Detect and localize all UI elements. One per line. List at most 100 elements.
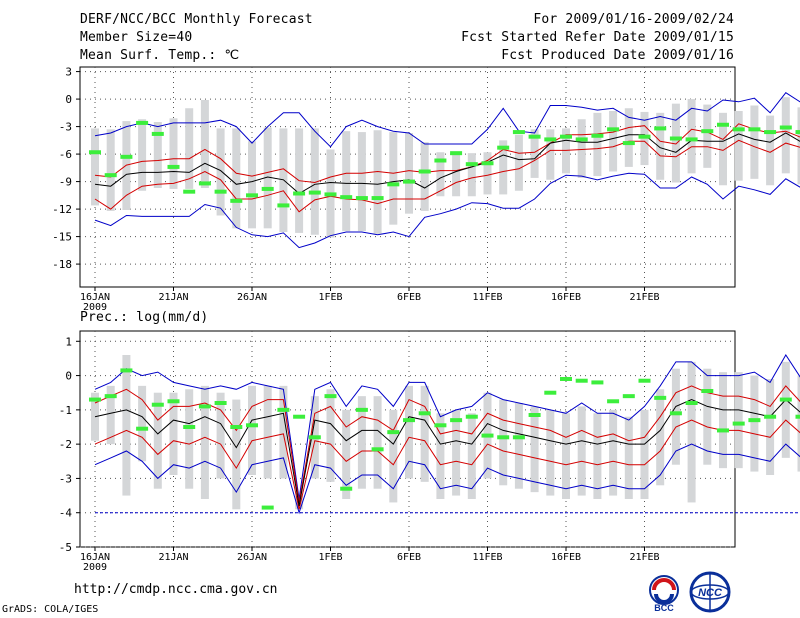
mean-marker	[701, 129, 714, 134]
ensemble-box	[436, 152, 445, 197]
mean-marker	[246, 423, 258, 428]
mean-marker	[685, 401, 698, 405]
x-tick-label: 26JAN	[237, 292, 267, 303]
mean-marker	[654, 126, 667, 131]
ensemble-box	[216, 128, 225, 216]
mean-marker	[183, 189, 196, 194]
mean-marker	[198, 404, 211, 409]
ensemble-box	[797, 107, 800, 185]
mean-marker	[167, 399, 180, 404]
mean-marker	[308, 190, 321, 195]
mean-marker	[638, 134, 651, 139]
mean-marker	[136, 426, 149, 431]
ensemble-box	[232, 128, 241, 229]
x-tick-label: 21FEB	[629, 552, 659, 563]
mean-marker	[136, 120, 149, 125]
mean-marker	[371, 447, 384, 452]
mean-marker	[779, 397, 792, 402]
mean-marker	[293, 414, 306, 419]
mean-marker	[403, 418, 415, 423]
y-tick-label: -5	[59, 541, 72, 554]
y-tick-label: -6	[59, 148, 72, 161]
ensemble-box	[405, 133, 413, 214]
x-tick-label: 16FEB	[551, 552, 581, 563]
ensemble-box	[405, 385, 413, 479]
mean-marker	[512, 130, 525, 135]
y-tick-label: -2	[59, 438, 72, 451]
ensemble-box	[452, 409, 461, 496]
ensemble-box	[216, 392, 225, 479]
ensemble-box	[750, 105, 759, 179]
ensemble-box	[91, 392, 99, 441]
mean-marker	[450, 418, 463, 423]
bcc-logo-text: BCC	[654, 603, 674, 613]
mean-marker	[293, 191, 306, 196]
mean-marker	[764, 414, 777, 419]
mean-marker	[607, 399, 620, 404]
ncc-logo-text: NCC	[698, 587, 723, 599]
member-size-label: Member Size=40	[80, 30, 193, 45]
ensemble-box	[467, 153, 476, 197]
mean-marker	[669, 411, 682, 416]
refer-date: Fcst Started Refer Date 2009/01/15	[461, 30, 734, 45]
x-tick-label: 11FEB	[472, 292, 502, 303]
x-tick-label: 6FEB	[397, 292, 421, 303]
ensemble-box	[122, 355, 131, 496]
ensemble-box	[389, 409, 398, 503]
temp-variable-label: Mean Surf. Temp.: ℃	[80, 48, 240, 63]
max-line	[94, 92, 800, 148]
mean-marker	[685, 137, 698, 142]
ensemble-box	[467, 413, 476, 499]
x-tick-label: 21JAN	[158, 292, 188, 303]
ensemble-box	[357, 132, 366, 232]
mean-marker	[120, 368, 133, 373]
mean-marker	[355, 407, 368, 412]
mean-marker	[795, 130, 800, 135]
mean-marker	[120, 154, 133, 159]
mean-marker	[497, 435, 510, 440]
ensemble-box	[232, 399, 241, 510]
mean-marker	[277, 203, 290, 208]
y-tick-label: 3	[65, 66, 72, 79]
ensemble-box	[750, 375, 759, 472]
y-tick-label: -9	[59, 176, 72, 189]
mean-marker	[214, 189, 227, 194]
ensemble-box	[734, 372, 743, 469]
mean-marker	[403, 179, 415, 184]
mean-marker	[591, 133, 604, 138]
y-tick-label: -3	[59, 472, 72, 485]
source-url[interactable]: http://cmdp.ncc.cma.gov.cn	[74, 582, 278, 597]
y-tick-label: -12	[52, 203, 72, 216]
ensemble-box	[185, 108, 194, 189]
ensemble-box	[656, 112, 665, 180]
mean-marker	[748, 127, 761, 132]
ensemble-box	[671, 368, 680, 465]
ensemble-box	[593, 413, 602, 499]
mean-marker	[167, 164, 180, 169]
mean-marker	[387, 430, 400, 435]
ensemble-box	[562, 413, 570, 499]
mean-marker	[198, 181, 211, 186]
ensemble-box	[436, 413, 445, 499]
mean-marker	[779, 125, 792, 130]
upper-quartile-line	[94, 385, 800, 503]
ensemble-box	[640, 409, 649, 499]
ensemble-box	[703, 104, 712, 168]
mean-marker	[340, 195, 353, 200]
ensemble-box	[248, 385, 256, 475]
median-line	[94, 398, 800, 506]
ensemble-box	[577, 406, 586, 496]
mean-marker	[544, 390, 557, 395]
mean-marker	[669, 136, 682, 141]
mean-marker	[575, 378, 588, 383]
ensemble-box	[766, 379, 775, 475]
mean-marker	[151, 402, 164, 407]
produced-date: Fcst Produced Date 2009/01/16	[501, 48, 734, 63]
ensemble-box	[514, 134, 523, 191]
ensemble-box	[373, 396, 382, 489]
mean-marker	[622, 394, 635, 399]
ensemble-box	[734, 111, 743, 181]
mean-marker	[355, 196, 368, 201]
mean-marker	[481, 433, 494, 438]
